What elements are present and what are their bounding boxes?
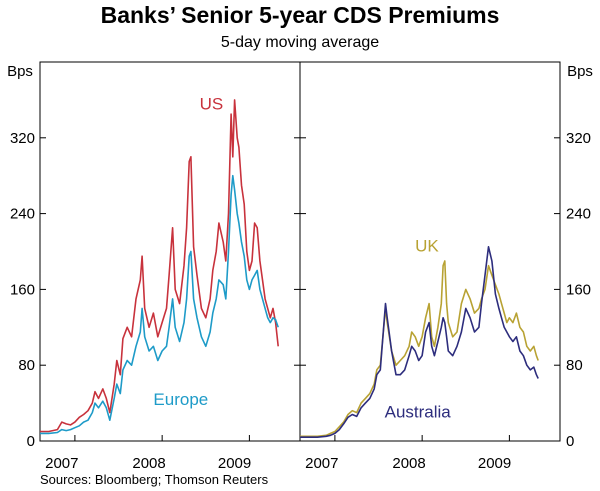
series-line-us (40, 99, 279, 433)
chart-title: Banks’ Senior 5-year CDS Premiums (100, 2, 500, 28)
series-line-uk (300, 260, 539, 438)
series-label-us: US (200, 94, 224, 113)
y-tick-label-right: 240 (566, 206, 591, 223)
y-tick-label-left: 80 (18, 357, 35, 374)
x-tick-label: 2008 (132, 455, 165, 472)
chart-subtitle: 5-day moving average (220, 34, 380, 51)
y-tick-label-left: 240 (10, 206, 35, 223)
y-tick-label-right: 160 (566, 281, 591, 298)
series-label-australia: Australia (385, 402, 452, 421)
x-tick-label: 2007 (45, 455, 78, 472)
series-line-australia (300, 246, 539, 438)
x-tick-label: 2008 (392, 455, 425, 472)
chart-source: Sources: Bloomberg; Thomson Reuters (40, 472, 269, 487)
series-line-europe (40, 174, 279, 435)
x-tick-label: 2009 (478, 455, 511, 472)
y-tick-label-left: 160 (10, 281, 35, 298)
y-axis-label-left: Bps (7, 63, 33, 80)
series-label-uk: UK (415, 237, 439, 256)
y-tick-label-left: 320 (10, 130, 35, 147)
x-tick-label: 2007 (305, 455, 338, 472)
y-axis-label-right: Bps (567, 63, 593, 80)
y-tick-label-right: 0 (566, 433, 574, 450)
x-tick-label: 2009 (218, 455, 251, 472)
y-tick-label-right: 80 (566, 357, 583, 374)
y-tick-label-left: 0 (27, 433, 35, 450)
y-tick-label-right: 320 (566, 130, 591, 147)
series-label-europe: Europe (153, 390, 208, 409)
